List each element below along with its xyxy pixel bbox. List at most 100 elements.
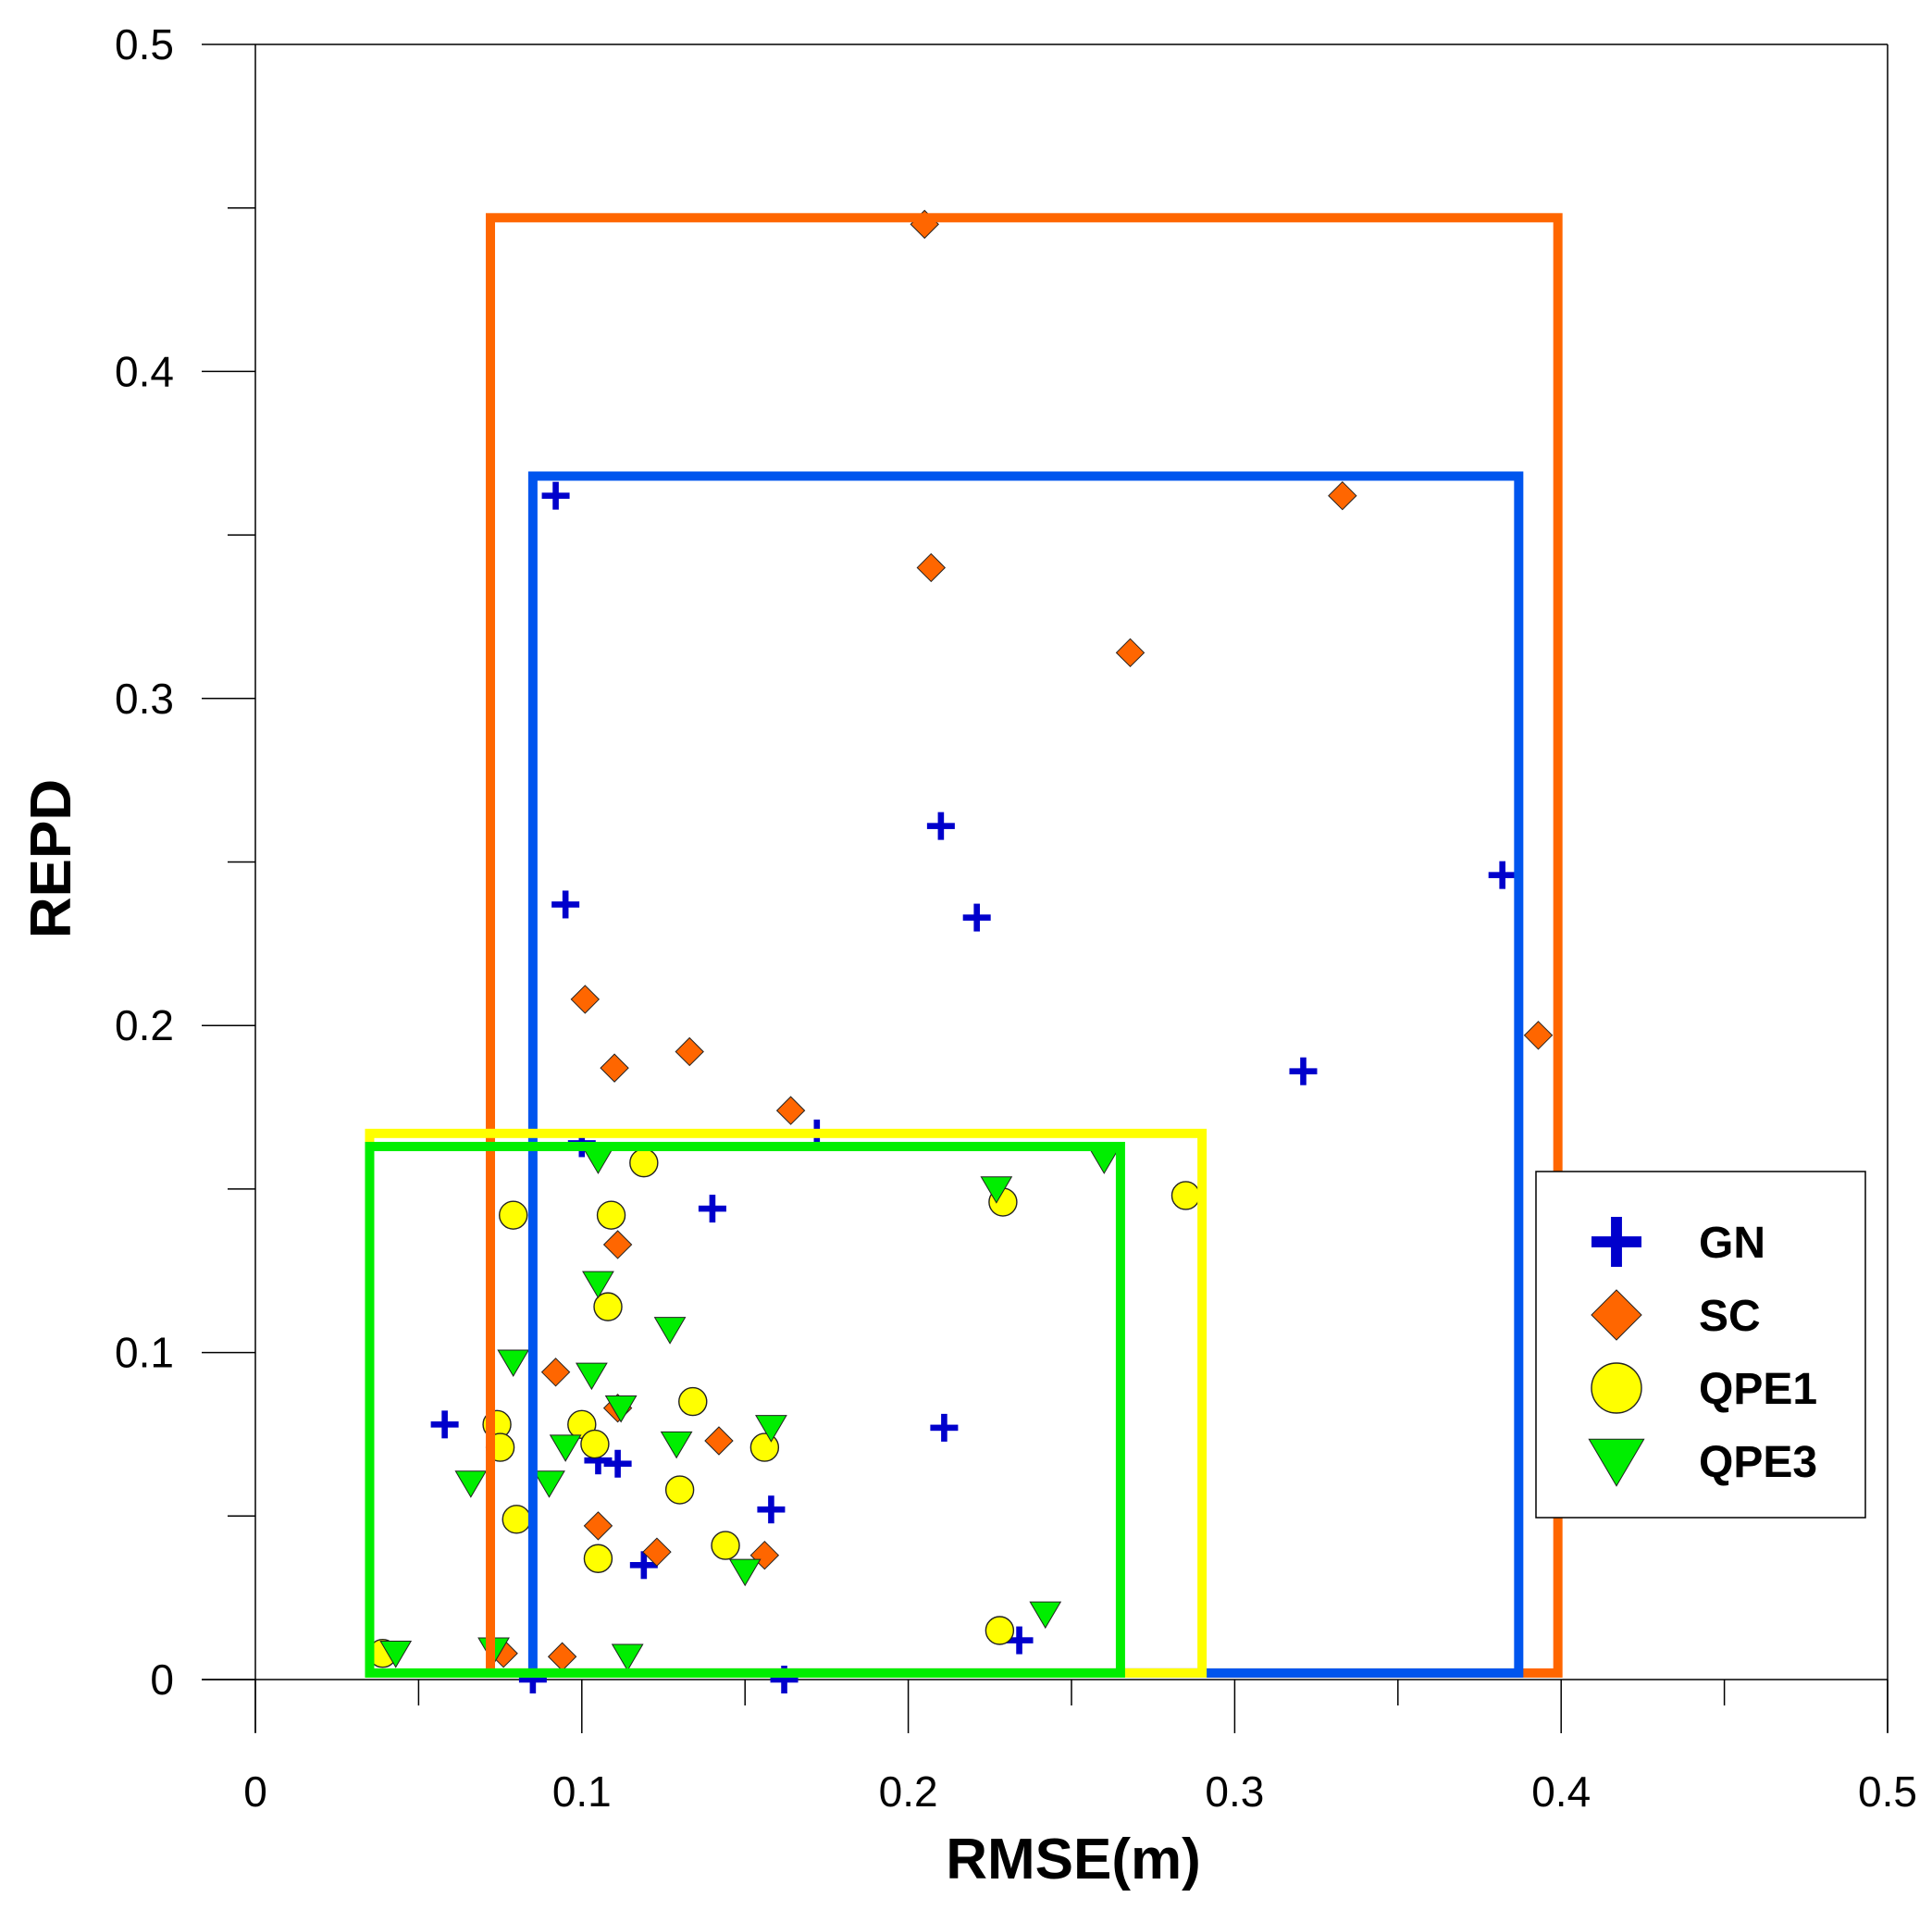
data-point-qpe1 — [583, 1544, 613, 1573]
circle-shape — [711, 1531, 740, 1560]
data-point-qpe3 — [611, 1643, 644, 1672]
legend-label-qpe1: QPE1 — [1699, 1365, 1817, 1414]
data-point-qpe3 — [660, 1431, 693, 1459]
triangle-shape — [660, 1431, 693, 1459]
series-qpe3 — [379, 1147, 1121, 1672]
data-point-gn — [1488, 861, 1517, 889]
data-point-qpe3 — [653, 1317, 687, 1345]
range-box-qpe3 — [365, 1141, 1125, 1678]
data-point-qpe1 — [629, 1147, 659, 1178]
triangle-shape — [582, 1271, 614, 1299]
circle-shape — [629, 1147, 659, 1178]
data-point-gn — [551, 890, 580, 919]
data-point-qpe1 — [596, 1200, 626, 1230]
legend-label-qpe3: QPE3 — [1699, 1438, 1817, 1487]
data-point-sc — [675, 1036, 704, 1067]
data-point-sc — [916, 552, 947, 583]
diamond-shape — [642, 1537, 672, 1567]
circle-shape — [664, 1475, 695, 1505]
circle-shape — [985, 1616, 1015, 1645]
triangle-shape — [454, 1470, 488, 1498]
data-point-gn — [770, 1666, 799, 1693]
legend-marker-qpe3 — [1588, 1438, 1645, 1487]
data-point-gn — [430, 1410, 459, 1439]
data-point-qpe1 — [711, 1531, 740, 1560]
data-point-qpe1 — [502, 1505, 531, 1534]
plus-bar-v — [781, 1666, 787, 1693]
x-tick-label: 0.4 — [1531, 1767, 1591, 1816]
data-point-sc — [1328, 480, 1357, 511]
triangle-shape — [653, 1317, 687, 1345]
data-point-sc — [1523, 1021, 1554, 1050]
x-tick-label: 0.5 — [1858, 1767, 1917, 1816]
diamond-shape — [583, 1511, 613, 1541]
circle-shape — [1170, 1181, 1201, 1210]
diamond-shape — [1115, 638, 1146, 668]
diamond-shape — [1591, 1289, 1642, 1341]
y-tick-label: 0.2 — [115, 1001, 174, 1049]
data-point-gn — [518, 1666, 547, 1693]
plus-bar-v — [562, 890, 569, 919]
data-point-qpe1 — [1170, 1181, 1201, 1210]
plus-bar-v — [614, 1449, 621, 1478]
data-point-qpe1 — [499, 1200, 528, 1230]
plus-bar-v — [709, 1195, 716, 1223]
circle-shape — [678, 1386, 708, 1417]
diamond-shape — [1523, 1021, 1554, 1050]
plus-bar-v — [1300, 1057, 1307, 1085]
data-point-gn — [603, 1449, 632, 1478]
plus-bar-v — [441, 1410, 448, 1439]
y-tick-label: 0.1 — [115, 1329, 174, 1377]
y-axis-title: REPD — [19, 779, 83, 938]
triangle-shape — [604, 1395, 638, 1423]
data-point-qpe3 — [533, 1470, 565, 1498]
data-point-sc — [570, 985, 601, 1014]
legend: GN SC QPE1 QPE3 — [1535, 1171, 1866, 1519]
triangle-shape — [576, 1362, 608, 1391]
data-point-sc — [540, 1358, 571, 1387]
plus-bar-v — [1499, 861, 1505, 889]
data-point-sc — [642, 1537, 672, 1567]
triangle-shape — [728, 1558, 762, 1587]
legend-label-sc: SC — [1699, 1292, 1761, 1341]
diamond-shape — [675, 1036, 704, 1067]
data-point-qpe3 — [755, 1415, 787, 1443]
data-point-sc — [602, 1230, 633, 1259]
data-point-gn — [1289, 1057, 1318, 1085]
x-tick-label: 0.2 — [879, 1767, 938, 1816]
legend-marker-qpe1 — [1591, 1362, 1642, 1414]
data-point-qpe3 — [576, 1362, 608, 1391]
circle-shape — [499, 1200, 528, 1230]
data-point-qpe1 — [749, 1432, 780, 1462]
data-point-qpe1 — [678, 1386, 708, 1417]
legend-marker-sc — [1591, 1289, 1642, 1341]
data-point-qpe1 — [580, 1429, 610, 1459]
x-tick-label: 0.1 — [552, 1767, 612, 1816]
data-point-qpe1 — [664, 1475, 695, 1505]
data-point-gn — [584, 1446, 613, 1475]
plus-bar-v — [595, 1446, 601, 1475]
diamond-shape — [775, 1096, 806, 1125]
circle-shape — [580, 1429, 610, 1459]
triangle-shape — [1029, 1601, 1062, 1630]
triangle-shape — [549, 1434, 582, 1462]
circle-shape — [502, 1505, 531, 1534]
plus-bar-v — [973, 903, 980, 932]
plus-bar-v — [941, 1413, 947, 1442]
plus-bar-v — [768, 1495, 774, 1524]
plus-bar-v — [529, 1666, 537, 1693]
data-point-gn — [930, 1413, 959, 1442]
data-point-gn — [698, 1195, 726, 1223]
diamond-shape — [540, 1358, 571, 1387]
x-tick-label: 0.3 — [1205, 1767, 1264, 1816]
triangle-shape — [497, 1349, 530, 1378]
diamond-shape — [704, 1426, 734, 1456]
data-point-qpe3 — [728, 1558, 762, 1587]
y-tick-label: 0.5 — [115, 20, 174, 68]
circle-shape — [593, 1292, 623, 1321]
data-point-gn — [1005, 1626, 1034, 1655]
diamond-shape — [916, 552, 947, 583]
data-point-qpe3 — [549, 1434, 582, 1462]
